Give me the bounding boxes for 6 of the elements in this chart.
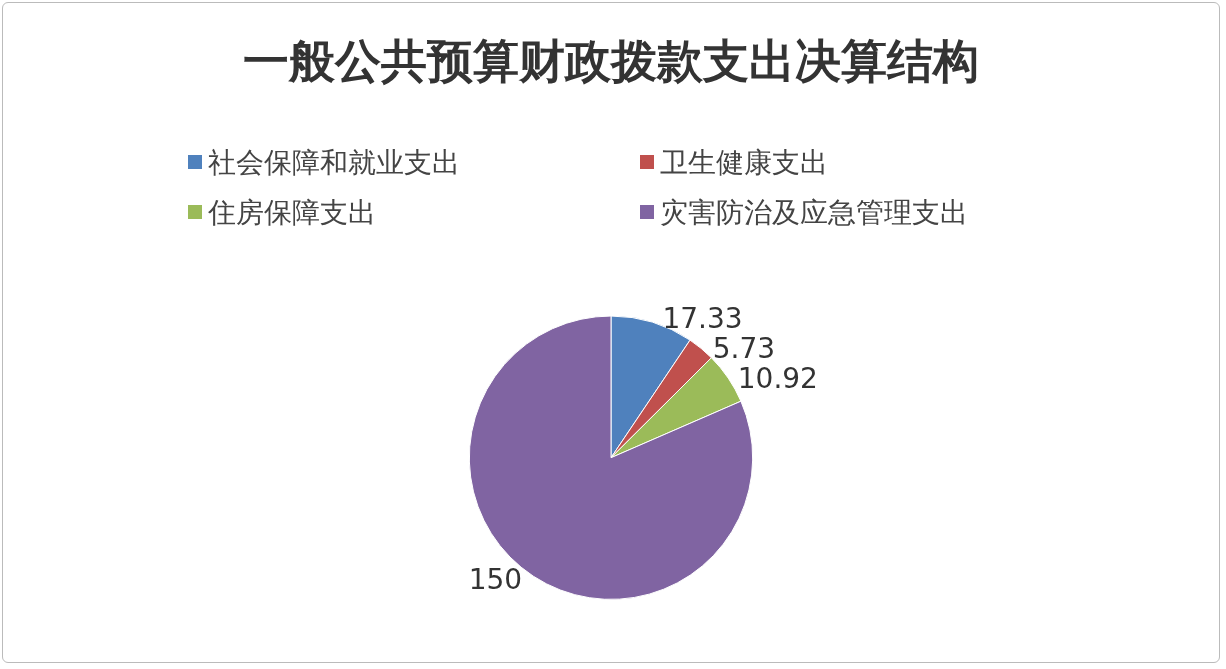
legend-label: 住房保障支出 [207, 195, 376, 229]
data-label: 150 [468, 563, 523, 597]
legend-label: 社会保障和就业支出 [208, 145, 460, 179]
chart-title: 一般公共预算财政拨款支出决算结构 [243, 34, 979, 88]
legend-label: 卫生健康支出 [660, 145, 828, 179]
legend-label: 灾害防治及应急管理支出 [660, 195, 968, 229]
